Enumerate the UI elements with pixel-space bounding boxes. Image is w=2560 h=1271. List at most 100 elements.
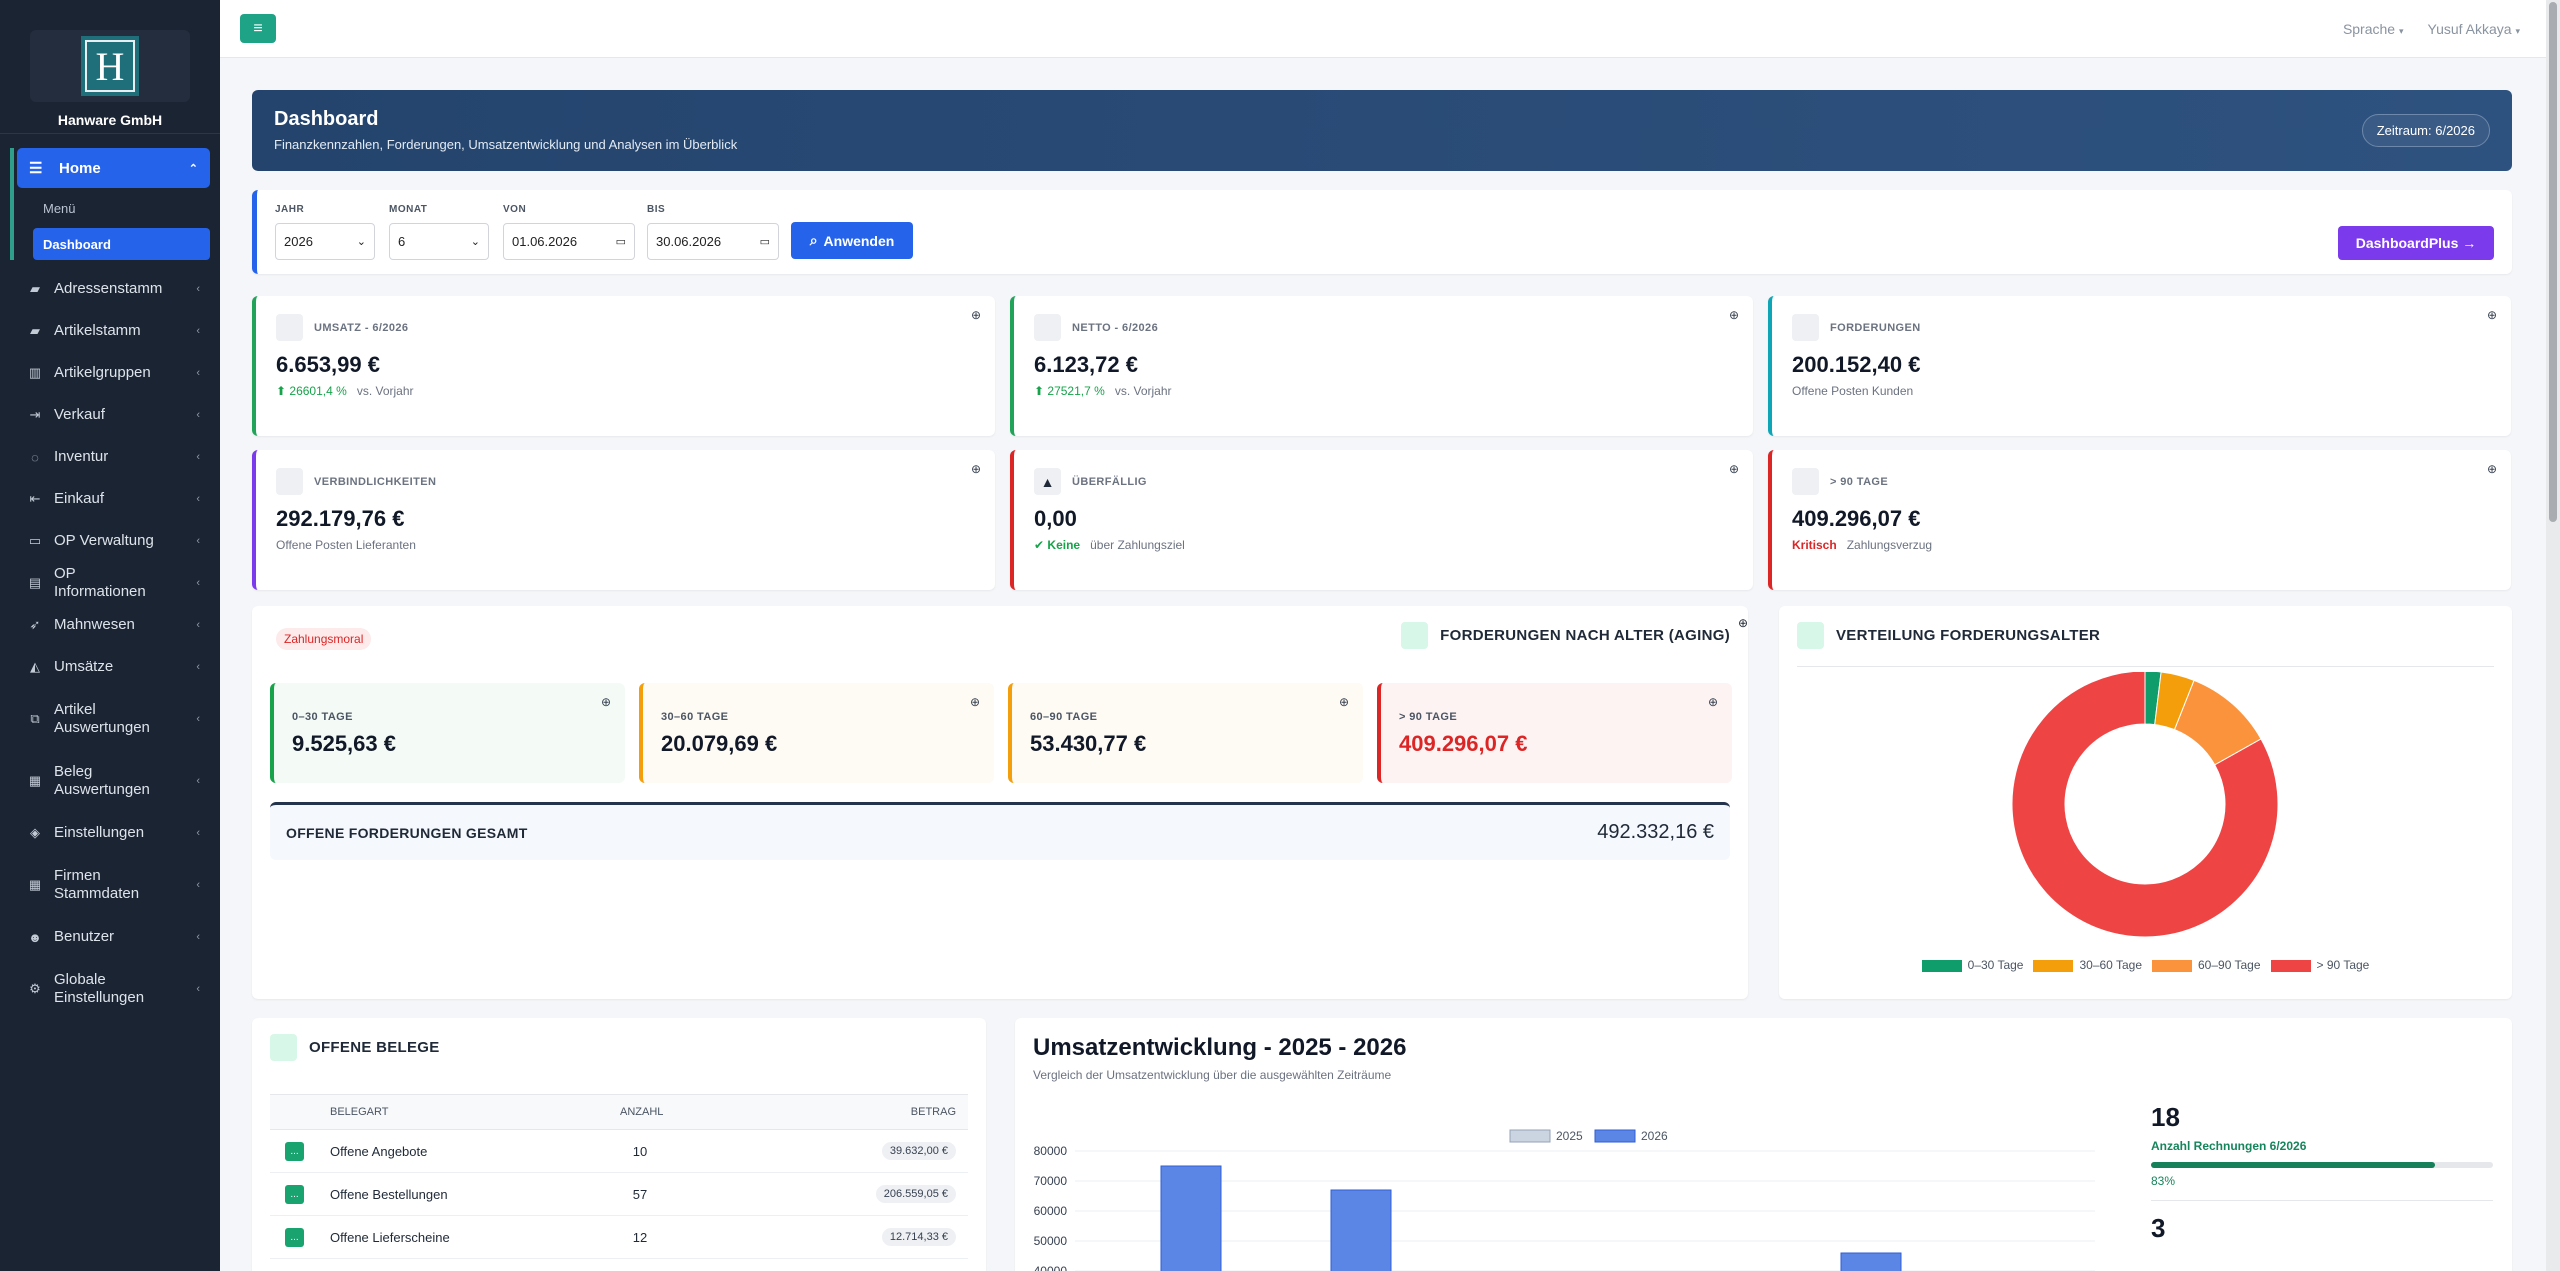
legend-item[interactable]: 30–60 Tage [2033, 958, 2142, 972]
menu-toggle-button[interactable]: ≡ [240, 14, 276, 43]
month-select[interactable]: 6 ⌄ [389, 223, 489, 260]
sidebar-item-verkauf[interactable]: ⇥ Verkauf ‹ [0, 394, 220, 436]
logo[interactable]: H [30, 30, 190, 102]
column-header: BETRAG [910, 1106, 956, 1118]
chevron-left-icon: ‹ [196, 661, 200, 673]
bar-2026[interactable] [1160, 1165, 1222, 1271]
donut-title: VERTEILUNG FORDERUNGSALTER [1836, 627, 2101, 644]
document-badge[interactable]: ... [285, 1184, 304, 1204]
zoom-icon[interactable]: ⊕ [969, 695, 980, 709]
arrow-up-icon: ⬆ [1034, 384, 1045, 398]
kpi-status: Kritisch [1792, 538, 1837, 552]
document-amount: 12.714,33 € [881, 1228, 956, 1246]
zoom-icon[interactable]: ⊕ [1728, 462, 1739, 476]
zoom-icon[interactable]: ⊕ [2486, 308, 2497, 322]
from-date-input[interactable]: 01.06.2026 ▭ [503, 223, 635, 260]
check-icon: ✔ [1034, 538, 1045, 552]
zoom-icon[interactable]: ⊕ [1728, 308, 1739, 322]
zoom-icon[interactable]: ⊕ [1737, 616, 1748, 630]
scrollbar-thumb[interactable] [2549, 2, 2557, 522]
sidebar-item-adressenstamm[interactable]: ▰ Adressenstamm ‹ [0, 268, 220, 310]
chevron-left-icon: ‹ [196, 827, 200, 839]
kpi-value: 6.123,72 € [1034, 352, 1138, 377]
to-date-input[interactable]: 30.06.2026 ▭ [647, 223, 779, 260]
zoom-icon[interactable]: ⊕ [1338, 695, 1349, 709]
chevron-left-icon: ‹ [196, 879, 200, 891]
document-badge[interactable]: ... [285, 1141, 304, 1161]
open-documents-card: OFFENE BELEGE BELEGART ANZAHL BETRAG ...… [252, 1018, 986, 1271]
aging-bucket-title: 60–90 TAGE [1030, 711, 1098, 723]
sidebar-item-artikelgruppen[interactable]: ▥ Artikelgruppen ‹ [0, 352, 220, 394]
period-badge: Zeitraum: 6/2026 [2361, 114, 2490, 147]
legend-item[interactable]: 60–90 Tage [2152, 958, 2261, 972]
revenue-bar-chart[interactable]: 2025 2026 40000 50000 60000 70000 80000 [1015, 1108, 2115, 1271]
legend-swatch[interactable] [1594, 1129, 1636, 1143]
page-scrollbar[interactable] [2546, 0, 2560, 1271]
y-tick-label: 80000 [1034, 1144, 1068, 1158]
sidebar-item-mahnwesen[interactable]: ➶ Mahnwesen ‹ [0, 604, 220, 646]
kpi-value: 409.296,07 € [1792, 506, 1921, 531]
revenue-trend-card: Umsatzentwicklung - 2025 - 2026 Vergleic… [1015, 1018, 2512, 1271]
zoom-icon[interactable]: ⊕ [2486, 462, 2497, 476]
sidebar-item-einkauf[interactable]: ⇤ Einkauf ‹ [0, 478, 220, 520]
kpi-title: NETTO - 6/2026 [1072, 322, 1159, 334]
credit-card-icon: ▭ [28, 533, 42, 548]
kpi-title: FORDERUNGEN [1830, 322, 1921, 334]
document-amount: 39.632,00 € [881, 1142, 956, 1160]
zoom-icon[interactable]: ⊕ [970, 462, 981, 476]
sidebar-item-umsätze[interactable]: ◭ Umsätze ‹ [0, 646, 220, 688]
zoom-icon[interactable]: ⊕ [600, 695, 611, 709]
year-select[interactable]: 2026 ⌄ [275, 223, 375, 260]
legend-item[interactable]: 0–30 Tage [1921, 958, 2024, 972]
calendar-icon[interactable]: ▭ [759, 236, 770, 248]
aging-bucket-value: 9.525,63 € [292, 731, 396, 756]
section-icon [1797, 622, 1824, 649]
bar-2026[interactable] [1330, 1189, 1392, 1271]
aging-bucket-title: 30–60 TAGE [661, 711, 729, 723]
kpi-note: über Zahlungsziel [1090, 538, 1185, 552]
table-row[interactable]: ... Offene Lieferscheine 12 12.714,33 € [270, 1216, 968, 1259]
bar-2026[interactable] [1840, 1252, 1902, 1271]
document-count: 10 [632, 1143, 648, 1159]
language-dropdown[interactable]: Sprache ▾ [2343, 21, 2404, 37]
sidebar-subitem-menu[interactable]: Menü [43, 200, 76, 216]
sidebar-item-firmen-stammdaten[interactable]: ▦ Firmen Stammdaten ‹ [0, 854, 220, 916]
legend-label: 0–30 Tage [1967, 958, 2024, 972]
table-row[interactable]: ... Offene Bestellungen 57 206.559,05 € [270, 1173, 968, 1216]
legend-item[interactable]: > 90 Tage [2270, 958, 2369, 972]
sidebar-item-inventur[interactable]: ◌ Inventur ‹ [0, 436, 220, 478]
apply-button[interactable]: ⌕ Anwenden [791, 222, 913, 259]
document-badge[interactable]: ... [285, 1227, 304, 1247]
sidebar-item-globale-einstellungen[interactable]: ⚙ Globale Einstellungen ‹ [0, 958, 220, 1020]
zoom-icon[interactable]: ⊕ [970, 308, 981, 322]
kpi-icon [276, 314, 303, 341]
donut-slice[interactable] [2011, 672, 2279, 938]
sidebar-item-artikel-auswertungen[interactable]: ⧉ Artikel Auswertungen ‹ [0, 688, 220, 750]
kpi-note: vs. Vorjahr [1114, 384, 1172, 398]
kpi-icon [1792, 468, 1819, 495]
aging-donut-chart[interactable] [1779, 672, 2512, 972]
sidebar-item-label: Umsätze [54, 658, 114, 675]
legend-swatch[interactable] [1509, 1129, 1551, 1143]
sidebar-item-label: Verkauf [54, 406, 105, 423]
brand: H Hanware GmbH [0, 0, 220, 134]
dashboard-plus-button[interactable]: DashboardPlus → [2338, 226, 2494, 260]
zoom-icon[interactable]: ⊕ [1707, 695, 1718, 709]
sidebar-item-op-verwaltung[interactable]: ▭ OP Verwaltung ‹ [0, 520, 220, 562]
sidebar-subitem-dashboard[interactable]: Dashboard [33, 228, 210, 260]
sidebar-item-artikelstamm[interactable]: ▰ Artikelstamm ‹ [0, 310, 220, 352]
sidebar-item-beleg-auswertungen[interactable]: ▦ Beleg Auswertungen ‹ [0, 750, 220, 812]
user-dropdown[interactable]: Yusuf Akkaya ▾ [2428, 21, 2520, 37]
calendar-icon[interactable]: ▭ [615, 236, 626, 248]
sidebar-item-op-informationen[interactable]: ▤ OP Informationen ‹ [0, 562, 220, 604]
kpi-title: UMSATZ - 6/2026 [314, 322, 409, 334]
user-name: Yusuf Akkaya [2427, 21, 2512, 37]
payment-behavior-badge[interactable]: Zahlungsmoral [276, 628, 372, 650]
sidebar-item-home[interactable]: ☰ Home ⌃ [17, 148, 210, 188]
kpi-icon: ▲ [1034, 468, 1061, 495]
sidebar-item-einstellungen[interactable]: ◈ Einstellungen ‹ [0, 812, 220, 854]
table-row[interactable]: ... Offene Angebote 10 39.632,00 € [270, 1130, 968, 1173]
sidebar-item-benutzer[interactable]: ☻ Benutzer ‹ [0, 916, 220, 958]
document-type: Offene Lieferscheine [330, 1229, 450, 1245]
sidebar-item-label: OP Verwaltung [54, 532, 154, 549]
